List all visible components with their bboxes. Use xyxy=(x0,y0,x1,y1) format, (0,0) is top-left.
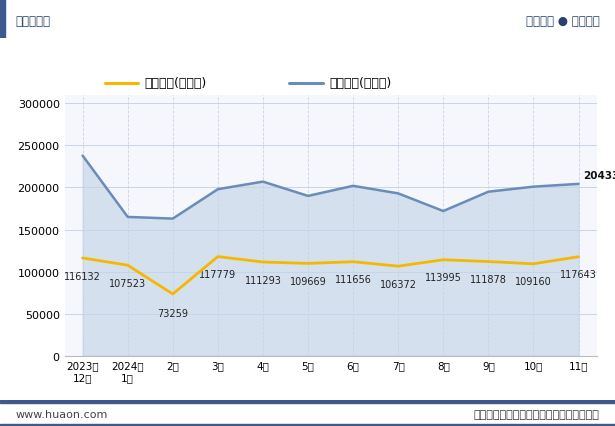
Text: 进口总额(万美元): 进口总额(万美元) xyxy=(329,77,391,90)
Text: 106372: 106372 xyxy=(379,279,417,289)
Text: 111878: 111878 xyxy=(470,274,507,285)
Text: www.huaon.com: www.huaon.com xyxy=(15,409,108,419)
Text: 117779: 117779 xyxy=(199,270,236,279)
Bar xyxy=(0,0,5,39)
Text: 111293: 111293 xyxy=(245,275,282,285)
Text: 73259: 73259 xyxy=(157,308,188,319)
Text: 107523: 107523 xyxy=(109,278,146,288)
Text: 117643: 117643 xyxy=(560,270,597,279)
Text: 204332: 204332 xyxy=(583,171,615,181)
Text: 109669: 109669 xyxy=(290,276,327,286)
Text: 109160: 109160 xyxy=(515,277,552,287)
Bar xyxy=(0,424,615,426)
Text: 数据来源：中国海关，华经产业研究院整理: 数据来源：中国海关，华经产业研究院整理 xyxy=(474,409,600,419)
Text: 111656: 111656 xyxy=(335,275,371,285)
Text: 116132: 116132 xyxy=(64,271,101,281)
Text: 专业严谨 ● 客观科学: 专业严谨 ● 客观科学 xyxy=(526,15,600,28)
Text: 华经情报网: 华经情报网 xyxy=(15,15,50,28)
Bar xyxy=(0,400,615,403)
Text: 113995: 113995 xyxy=(425,273,462,283)
Text: 出口总额(万美元): 出口总额(万美元) xyxy=(145,77,207,90)
Text: 2023-2024年内蒙古自治区(境内目的地/货源地)进、出口额: 2023-2024年内蒙古自治区(境内目的地/货源地)进、出口额 xyxy=(141,46,474,64)
